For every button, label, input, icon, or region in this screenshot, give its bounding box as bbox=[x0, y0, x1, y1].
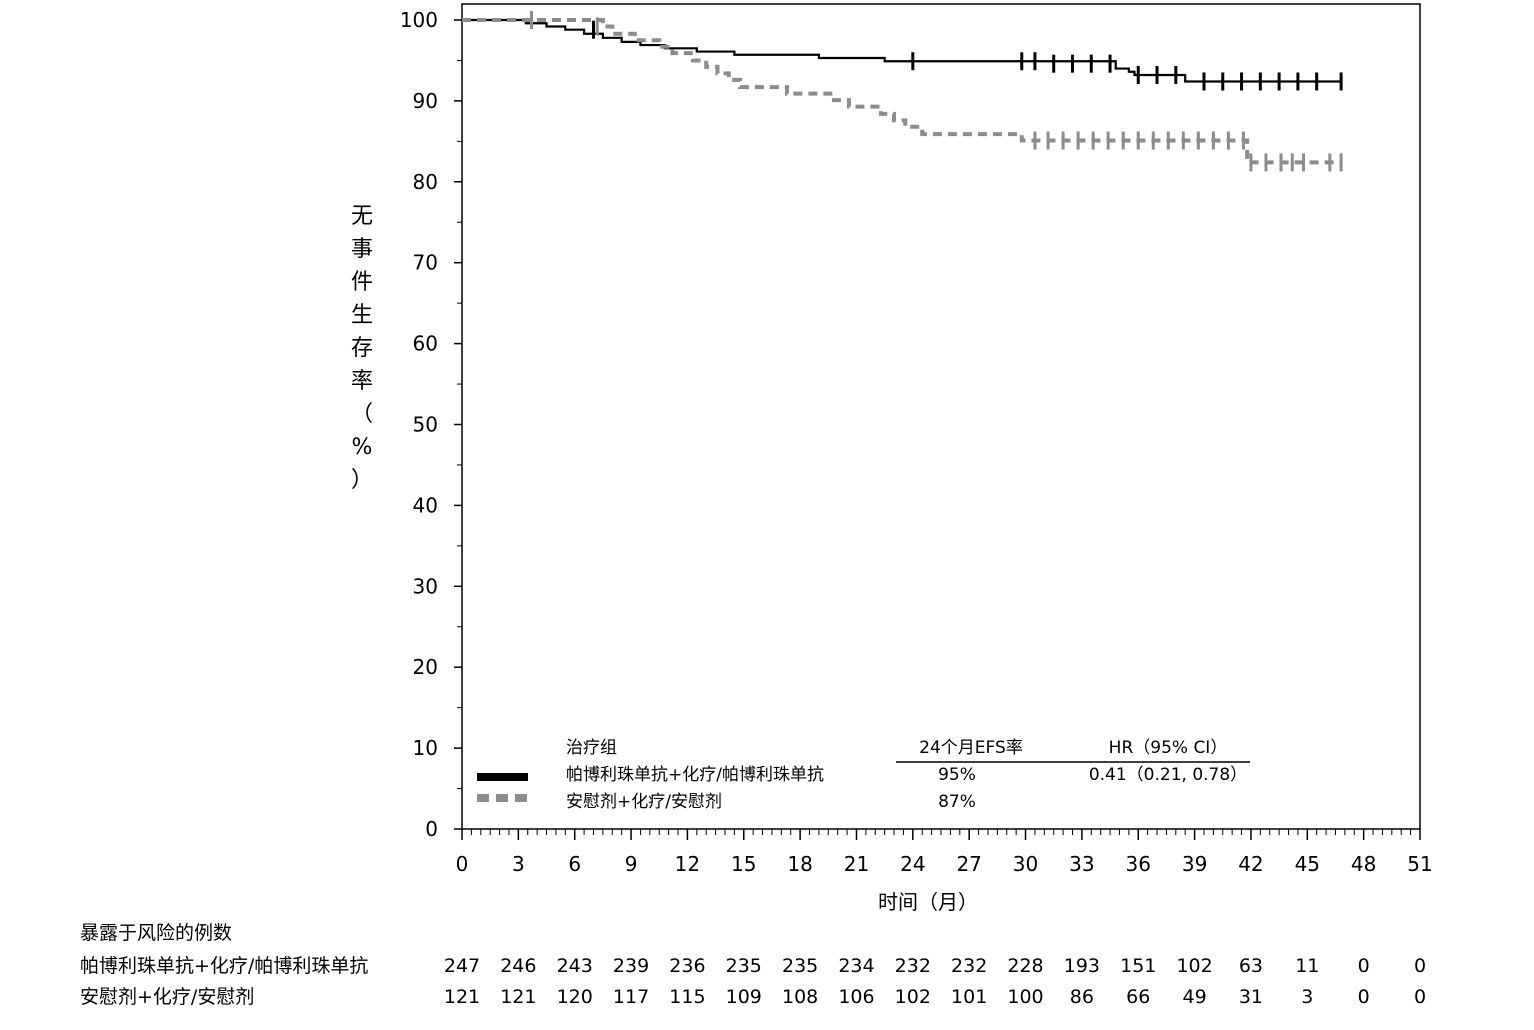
at-risk-row-0: 247 246 243 239 236 235 235 234 232 232 228 193 151 1… bbox=[0, 953, 1534, 979]
at-risk-count: 100 bbox=[1007, 986, 1044, 1008]
at-risk-count: 115 bbox=[669, 986, 706, 1008]
legend-header-hr: HR（95% CI） bbox=[1109, 738, 1228, 758]
at-risk-count: 49 bbox=[1182, 986, 1207, 1008]
x-tick-label: 18 bbox=[787, 852, 812, 876]
y-tick-label: 60 bbox=[413, 332, 438, 356]
x-tick-label: 6 bbox=[568, 852, 581, 876]
x-tick-label: 9 bbox=[625, 852, 638, 876]
y-tick-label: 100 bbox=[400, 8, 438, 32]
y-tick-label: 40 bbox=[413, 493, 438, 517]
at-risk-count: 108 bbox=[781, 986, 819, 1008]
y-tick-label: 50 bbox=[413, 413, 438, 437]
series-line-0 bbox=[462, 18, 1342, 83]
x-tick-label: 21 bbox=[844, 852, 869, 876]
at-risk-count: 109 bbox=[725, 986, 762, 1008]
legend-hr-0: 0.41（0.21, 0.78） bbox=[1089, 765, 1247, 785]
at-risk-count: 63 bbox=[1238, 955, 1264, 977]
y-tick-label: 0 bbox=[425, 817, 438, 841]
x-tick-label: 39 bbox=[1182, 852, 1207, 876]
at-risk-count: 193 bbox=[1063, 955, 1101, 977]
at-risk-count: 151 bbox=[1120, 955, 1157, 977]
at-risk-count: 101 bbox=[951, 986, 988, 1008]
at-risk-count: 0 bbox=[1413, 955, 1427, 977]
x-tick-label: 30 bbox=[1013, 852, 1038, 876]
x-tick-label: 0 bbox=[456, 852, 469, 876]
series-line-1 bbox=[462, 18, 1342, 165]
at-risk-count: 102 bbox=[894, 986, 931, 1008]
x-tick-label: 15 bbox=[731, 852, 756, 876]
y-tick-label: 20 bbox=[413, 655, 438, 679]
at-risk-row-name-1: 安慰剂+化疗/安慰剂 bbox=[80, 986, 255, 1008]
legend: 治疗组 24个月EFS率 HR（95% CI） 帕博利珠单抗+化疗/帕博利珠单抗… bbox=[477, 738, 1250, 812]
at-risk-count: 86 bbox=[1069, 986, 1094, 1008]
at-risk-count: 121 bbox=[443, 986, 481, 1008]
at-risk-count: 31 bbox=[1238, 986, 1264, 1008]
at-risk-title: 暴露于风险的例数 bbox=[80, 922, 233, 944]
x-tick-label: 51 bbox=[1407, 852, 1432, 876]
series-layer bbox=[462, 11, 1343, 172]
at-risk-count: 243 bbox=[556, 955, 593, 977]
x-tick-label: 24 bbox=[900, 852, 925, 876]
y-tick-label: 90 bbox=[413, 89, 438, 113]
y-tick-label: 30 bbox=[413, 574, 438, 598]
at-risk-count: 236 bbox=[669, 955, 706, 977]
at-risk-count: 121 bbox=[500, 986, 537, 1008]
x-tick-label: 36 bbox=[1126, 852, 1151, 876]
at-risk-count: 11 bbox=[1295, 955, 1320, 977]
y-tick-label: 80 bbox=[413, 170, 438, 194]
x-axis: 0 3 6 9 12 15 18 21 24 27 30 33 36 39 42 45 48 51 bbox=[456, 829, 1433, 876]
plot-frame bbox=[461, 3, 1421, 830]
y-axis-label: 无 事 件 生 存 率 （ % ） bbox=[350, 204, 373, 493]
legend-label-1: 安慰剂+化疗/安慰剂 bbox=[566, 792, 722, 812]
at-risk-count: 117 bbox=[612, 986, 650, 1008]
legend-header-group: 治疗组 bbox=[566, 738, 617, 758]
at-risk-count: 102 bbox=[1176, 955, 1213, 977]
legend-rate-0: 95% bbox=[938, 765, 976, 785]
legend-rate-1: 87% bbox=[938, 792, 976, 812]
at-risk-count: 232 bbox=[951, 955, 988, 977]
at-risk-count: 247 bbox=[443, 955, 481, 977]
legend-header-rate: 24个月EFS率 bbox=[919, 738, 1023, 758]
at-risk-count: 232 bbox=[894, 955, 931, 977]
x-tick-label: 12 bbox=[675, 852, 700, 876]
at-risk-count: 239 bbox=[612, 955, 650, 977]
at-risk-count: 106 bbox=[838, 986, 875, 1008]
y-axis: 0 10 20 30 40 50 60 70 80 90 100 bbox=[400, 8, 462, 841]
at-risk-count: 0 bbox=[1357, 955, 1370, 977]
x-tick-label: 42 bbox=[1238, 852, 1263, 876]
at-risk-row-1: 121 121 120 117 115 109 108 106 102 101 100 86 66 49 3… bbox=[0, 984, 1534, 1010]
x-tick-label: 48 bbox=[1351, 852, 1376, 876]
y-tick-label: 70 bbox=[413, 251, 438, 275]
at-risk-count: 235 bbox=[781, 955, 819, 977]
at-risk-count: 3 bbox=[1301, 986, 1314, 1008]
at-risk-count: 228 bbox=[1007, 955, 1044, 977]
x-axis-label: 时间（月） bbox=[878, 890, 978, 914]
at-risk-count: 120 bbox=[556, 986, 593, 1008]
at-risk-count: 235 bbox=[725, 955, 762, 977]
x-tick-label: 33 bbox=[1069, 852, 1094, 876]
at-risk-count: 234 bbox=[838, 955, 875, 977]
x-tick-label: 27 bbox=[956, 852, 981, 876]
at-risk-count: 0 bbox=[1357, 986, 1370, 1008]
y-tick-label: 10 bbox=[413, 736, 438, 760]
x-tick-label: 3 bbox=[512, 852, 525, 876]
at-risk-count: 66 bbox=[1126, 986, 1151, 1008]
y-axis-label-wrap: 无 事 件 生 存 率 （ % ） bbox=[340, 200, 384, 493]
at-risk-count: 0 bbox=[1413, 986, 1427, 1008]
at-risk-count: 246 bbox=[500, 955, 537, 977]
legend-label-0: 帕博利珠单抗+化疗/帕博利珠单抗 bbox=[566, 765, 824, 785]
at-risk-row-name-0: 帕博利珠单抗+化疗/帕博利珠单抗 bbox=[80, 955, 369, 977]
x-tick-label: 45 bbox=[1295, 852, 1320, 876]
